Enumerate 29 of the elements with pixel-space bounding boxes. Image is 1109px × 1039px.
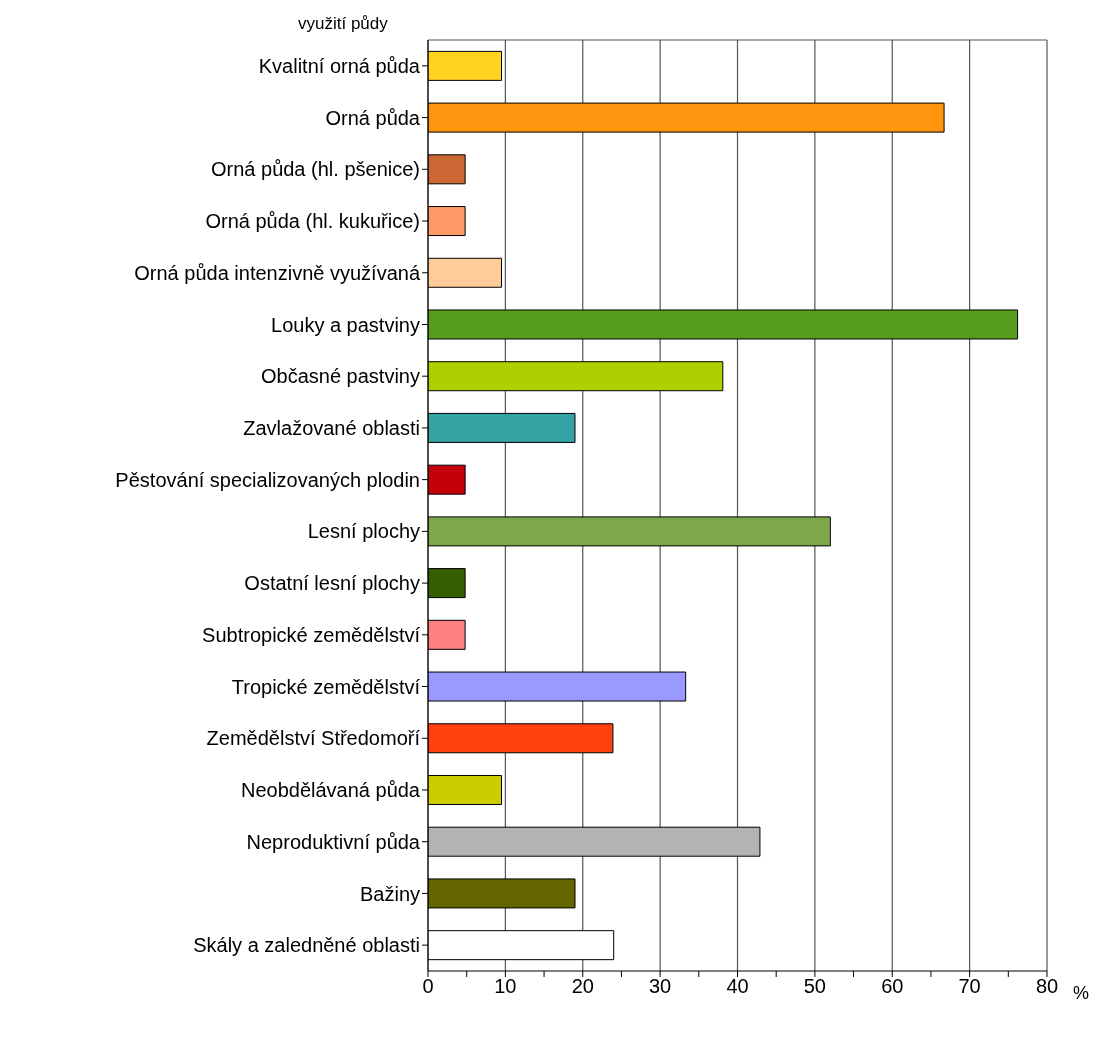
y-tick-label: Neproduktivní půda (246, 830, 421, 853)
y-tick-label: Bažiny (359, 882, 420, 905)
y-tick-label: Louky a pastviny (271, 313, 420, 336)
x-tick-label: 50 (803, 975, 826, 998)
y-tick-label: Pěstování specializovaných plodin (115, 468, 420, 491)
x-tick-label: 70 (958, 975, 981, 998)
y-tick-label: Orná půda (hl. pšenice) (210, 158, 420, 181)
x-tick-label: 0 (422, 975, 434, 998)
x-tick-label: 80 (1035, 975, 1059, 998)
y-tick-label: Občasné pastviny (261, 365, 420, 388)
y-tick-label: Neobdělávaná půda (240, 779, 421, 802)
y-tick-label: Kvalitní orná půda (258, 54, 421, 77)
y-tick-label: Tropické zemědělství (231, 675, 421, 698)
y-tick-label: Orná půda intenzivně využívaná (134, 261, 421, 284)
x-tick-label: 60 (881, 975, 904, 998)
y-tick-label: Lesní plochy (307, 520, 420, 543)
y-tick-label: Subtropické zemědělství (202, 623, 421, 646)
x-tick-label: 20 (571, 975, 594, 998)
y-axis-title: využití půdy (298, 14, 388, 34)
y-tick-label: Skály a zaledněné oblasti (193, 934, 420, 957)
x-tick-label: 40 (726, 975, 749, 998)
y-tick-label: Orná půda (325, 106, 421, 129)
y-tick-label: Orná půda (hl. kukuřice) (205, 210, 420, 233)
x-axis-title: % (1073, 983, 1090, 1004)
y-tick-label: Ostatní lesní plochy (244, 572, 420, 595)
x-tick-label: 30 (649, 975, 672, 998)
y-tick-label: Zemědělství Středomoří (206, 727, 421, 750)
y-tick-label: Zavlažované oblasti (243, 417, 420, 440)
x-tick-label: 10 (494, 975, 517, 998)
